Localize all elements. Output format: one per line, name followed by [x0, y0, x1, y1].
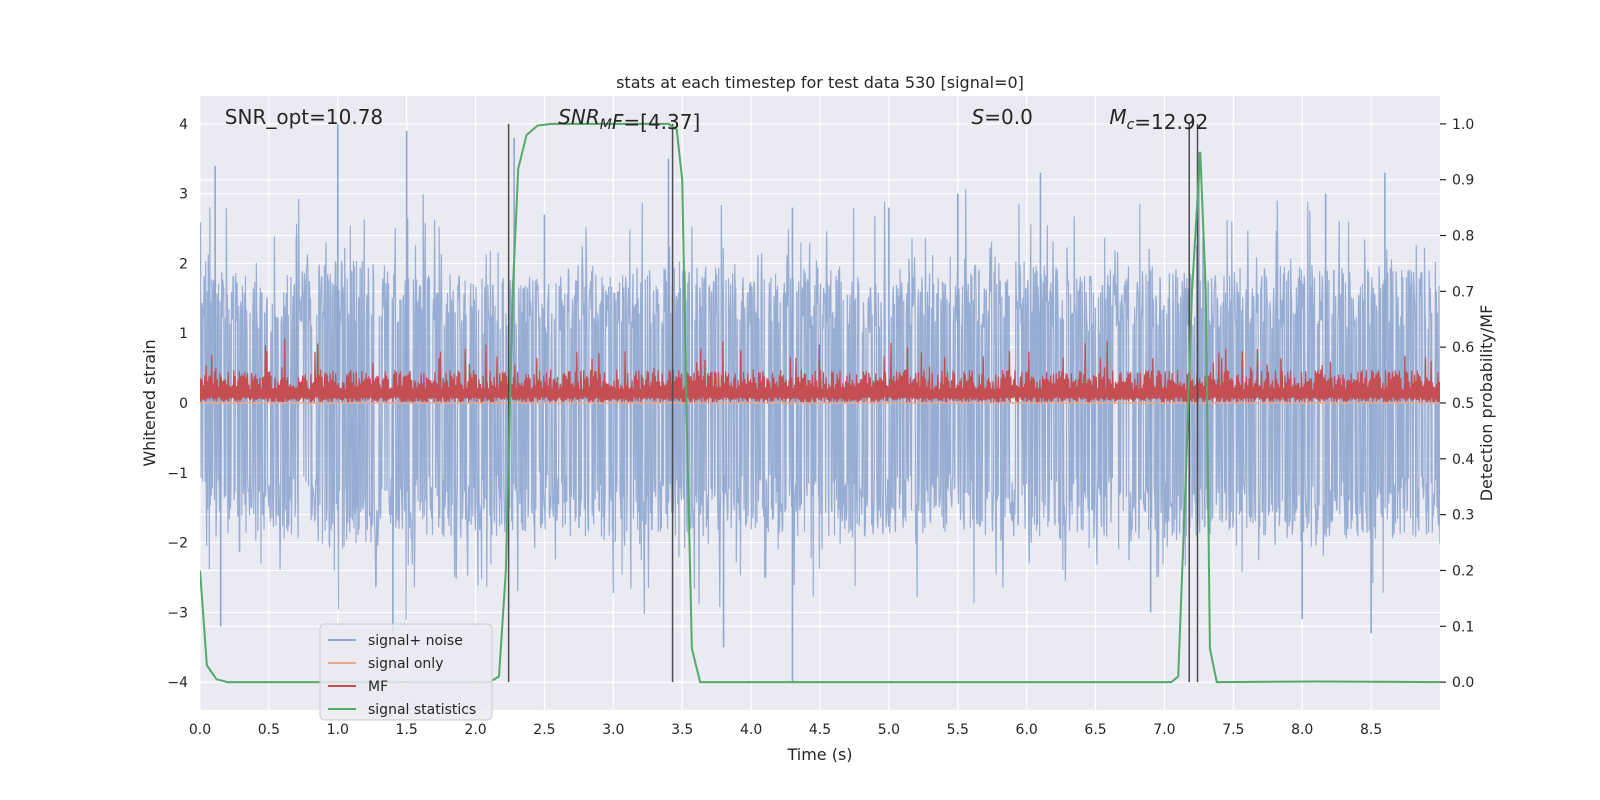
x-tick-label: 2.5	[533, 722, 555, 738]
y-right-tick-label: 0.2	[1452, 563, 1474, 579]
legend-label: signal only	[368, 656, 443, 672]
y-right-tick-label: 0.1	[1452, 619, 1474, 635]
x-tick-label: 1.0	[327, 722, 349, 738]
annotation-text: SNR_opt=10.78	[225, 105, 383, 129]
y-left-tick-label: 3	[179, 187, 188, 203]
signal-statistics-line	[200, 122, 1440, 684]
legend-label: signal statistics	[368, 702, 476, 718]
x-tick-label: 7.5	[1222, 722, 1244, 738]
x-tick-label: 3.0	[602, 722, 624, 738]
x-tick-label: 3.5	[671, 722, 693, 738]
x-tick-label: 7.0	[1153, 722, 1175, 738]
x-tick-label: 6.5	[1084, 722, 1106, 738]
x-tick-label: 4.0	[740, 722, 762, 738]
y-axis-left-label: Whitened strain	[140, 339, 159, 466]
x-tick-label: 5.5	[947, 722, 969, 738]
x-tick-label: 1.5	[396, 722, 418, 738]
legend-label: MF	[368, 679, 388, 695]
legend: signal+ noise signal only MF signal statist…	[319, 623, 493, 721]
annotation-text: Mc=12.92	[1109, 105, 1208, 134]
x-tick-label: 5.0	[878, 722, 900, 738]
y-right-tick-label: 0.6	[1452, 340, 1474, 356]
y-right-tick-label: 1.0	[1452, 117, 1474, 133]
y-left-tick-label: 1	[179, 326, 188, 342]
x-tick-label: 2.0	[464, 722, 486, 738]
y-right-tick-label: 0.0	[1452, 675, 1474, 691]
y-left-tick-label: −4	[167, 675, 188, 691]
x-tick-label: 0.0	[189, 722, 211, 738]
y-left-tick-label: −2	[167, 536, 188, 552]
y-axis-right-ticks: 0.0 0.1 0.2 0.3 0.4 0.5 0.6 0.7 0.8 0.9 1.0	[1440, 117, 1474, 691]
x-tick-label: 0.5	[258, 722, 280, 738]
plot-area	[200, 122, 1440, 684]
x-tick-label: 4.5	[809, 722, 831, 738]
y-left-tick-label: 4	[179, 117, 188, 133]
y-right-tick-label: 0.7	[1452, 284, 1474, 300]
y-axis-right-label: Detection probability/MF	[1477, 305, 1496, 502]
x-axis-label: Time (s)	[786, 745, 852, 764]
chart-title: stats at each timestep for test data 530…	[616, 73, 1024, 92]
y-left-tick-label: −3	[167, 605, 188, 621]
x-tick-label: 8.0	[1291, 722, 1313, 738]
series-signal-statistics	[200, 122, 1440, 684]
y-axis-left-ticks: −4 −3 −2 −1 0 1 2 3 4	[167, 117, 188, 691]
y-right-tick-label: 0.5	[1452, 396, 1474, 412]
x-tick-label: 6.0	[1016, 722, 1038, 738]
y-right-tick-label: 0.4	[1452, 452, 1474, 468]
legend-label: signal+ noise	[368, 633, 463, 649]
y-right-tick-label: 0.8	[1452, 229, 1474, 245]
y-right-tick-label: 0.9	[1452, 173, 1474, 189]
y-left-tick-label: −1	[167, 466, 188, 482]
annotation-text: S=0.0	[972, 105, 1033, 129]
x-axis-ticks: 0.0 0.5 1.0 1.5 2.0 2.5 3.0 3.5 4.0 4.5 5.0 5.5 6.0 6…	[189, 722, 1382, 738]
x-tick-label: 8.5	[1360, 722, 1382, 738]
y-right-tick-label: 0.3	[1452, 508, 1474, 524]
annotation-text: SNRMF=[4.37]	[558, 105, 700, 134]
annotations: SNR_opt=10.78 SNRMF=[4.37] S=0.0 Mc=12.92	[225, 105, 1209, 134]
y-left-tick-label: 0	[179, 396, 188, 412]
y-left-tick-label: 2	[179, 256, 188, 272]
legend-box	[319, 623, 493, 721]
